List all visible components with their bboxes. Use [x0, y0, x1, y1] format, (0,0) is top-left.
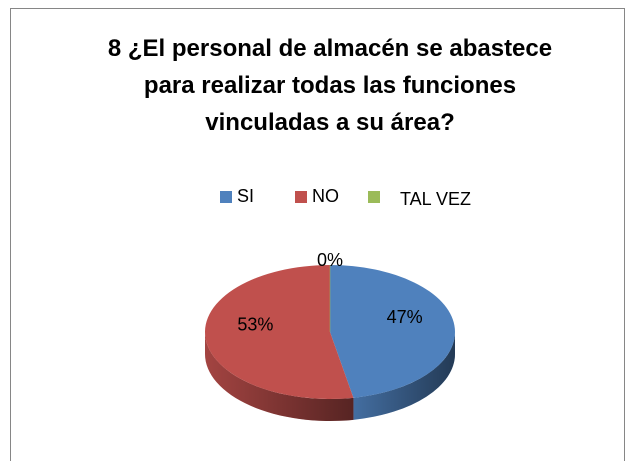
data-label: 53% — [237, 315, 273, 335]
legend-swatch — [220, 191, 232, 203]
legend-label: SI — [237, 186, 254, 206]
slice-side-shade — [353, 332, 455, 420]
legend-label: TAL VEZ — [400, 189, 471, 209]
slice-side-shade — [205, 332, 354, 421]
legend-swatch — [368, 191, 380, 203]
data-label: 47% — [387, 307, 423, 327]
legend-label: NO — [312, 186, 339, 206]
data-label: 0% — [317, 250, 343, 270]
chart-title: 8 ¿El personal de almacén se abastece pa… — [107, 35, 553, 136]
slice-top — [204, 265, 354, 399]
slice-top — [330, 265, 456, 398]
legend-swatch — [295, 191, 307, 203]
